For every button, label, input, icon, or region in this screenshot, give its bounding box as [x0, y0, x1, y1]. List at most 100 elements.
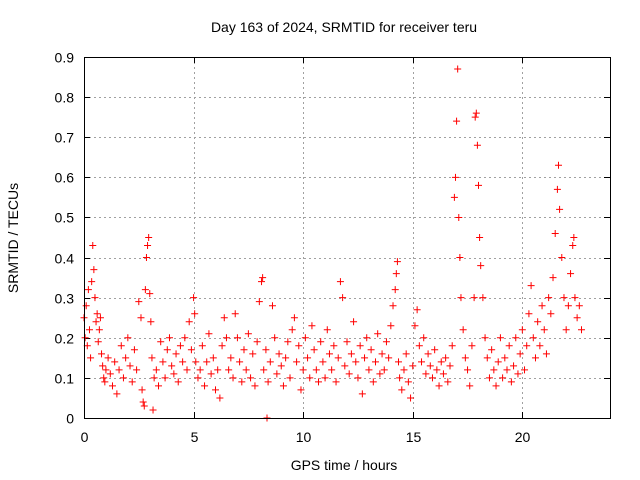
data-point	[176, 342, 184, 350]
data-point	[411, 322, 419, 330]
data-point	[145, 234, 153, 241]
data-points	[80, 65, 586, 422]
data-point	[100, 374, 108, 382]
data-point	[187, 346, 195, 354]
data-point	[161, 374, 169, 382]
data-point	[99, 362, 107, 370]
data-point	[341, 362, 349, 370]
data-point	[138, 386, 146, 394]
data-point	[514, 370, 522, 378]
data-point	[426, 362, 434, 370]
data-point	[567, 270, 575, 278]
data-point	[371, 358, 379, 366]
data-point	[157, 338, 165, 346]
data-point	[356, 342, 364, 350]
data-point	[82, 302, 90, 310]
data-point	[209, 354, 217, 362]
x-tick-label: 0	[81, 429, 89, 445]
data-point	[115, 366, 123, 374]
data-point	[549, 274, 557, 282]
data-point	[139, 398, 147, 406]
data-point	[319, 358, 327, 366]
data-point	[525, 310, 533, 318]
data-point	[150, 374, 158, 382]
data-point	[266, 358, 274, 366]
data-point	[570, 234, 578, 241]
data-point	[104, 354, 112, 362]
data-point	[553, 185, 561, 193]
data-point	[155, 382, 163, 390]
data-point	[395, 358, 403, 366]
data-point	[81, 334, 89, 342]
data-point	[562, 326, 570, 334]
data-point	[242, 366, 250, 374]
data-point	[141, 286, 149, 294]
data-point	[130, 346, 138, 354]
data-point	[277, 362, 285, 370]
data-point	[172, 350, 180, 358]
data-point	[461, 354, 469, 362]
data-point	[464, 366, 472, 374]
data-point	[547, 310, 555, 318]
data-point	[470, 294, 478, 302]
data-point	[190, 294, 198, 302]
data-point	[551, 229, 559, 237]
data-point	[163, 346, 171, 354]
data-point	[192, 358, 200, 366]
data-point	[133, 366, 141, 374]
data-point	[325, 350, 333, 358]
data-point	[516, 350, 524, 358]
data-point	[323, 326, 331, 334]
data-point	[413, 306, 421, 314]
data-point	[471, 113, 479, 121]
data-point	[315, 378, 323, 386]
data-point	[264, 378, 272, 386]
data-point	[108, 382, 116, 390]
data-point	[288, 326, 296, 334]
data-point	[376, 370, 384, 378]
data-point	[361, 354, 369, 362]
data-point	[159, 358, 167, 366]
data-point	[96, 314, 104, 322]
data-point	[201, 382, 209, 390]
y-axis-label: SRMTID / TECUs	[5, 183, 21, 293]
data-point	[101, 378, 109, 386]
data-point	[268, 302, 276, 310]
data-point	[494, 358, 502, 366]
data-point	[304, 354, 312, 362]
data-point	[240, 346, 248, 354]
data-point	[259, 274, 267, 282]
data-point	[90, 266, 98, 274]
data-point	[94, 338, 102, 346]
data-point	[476, 234, 484, 241]
data-point	[424, 350, 432, 358]
data-point	[422, 370, 430, 378]
data-point	[479, 294, 487, 302]
data-point	[437, 358, 445, 366]
data-point	[398, 386, 406, 394]
data-point	[483, 354, 491, 362]
data-point	[275, 350, 283, 358]
x-tick-label: 20	[515, 429, 531, 445]
data-point	[374, 330, 382, 338]
data-point	[113, 390, 121, 398]
data-point	[468, 342, 476, 350]
data-point	[496, 334, 504, 342]
data-point	[262, 346, 270, 354]
data-point	[556, 205, 564, 213]
data-point	[93, 310, 101, 318]
data-point	[531, 354, 539, 362]
data-point	[203, 358, 211, 366]
data-point	[457, 294, 465, 302]
data-point	[170, 370, 178, 378]
data-point	[345, 370, 353, 378]
data-point	[106, 370, 114, 378]
data-point	[98, 350, 106, 358]
data-point	[492, 382, 500, 390]
data-point	[540, 326, 548, 334]
data-point	[404, 378, 412, 386]
data-point	[194, 374, 202, 382]
data-point	[85, 326, 93, 334]
data-point	[260, 366, 268, 374]
